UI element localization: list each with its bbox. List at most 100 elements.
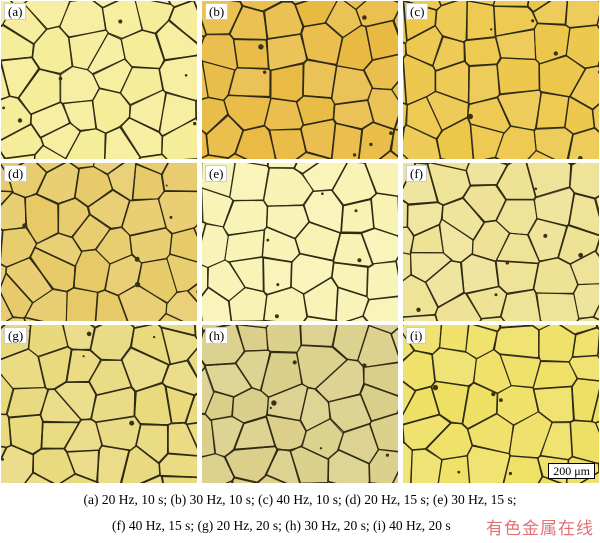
grain	[463, 36, 502, 68]
grain	[302, 315, 338, 321]
grain	[137, 153, 168, 159]
grain	[161, 474, 197, 483]
inclusion	[1, 458, 5, 461]
grain	[502, 455, 543, 483]
grain	[295, 151, 333, 159]
inclusion	[354, 209, 358, 213]
grain	[390, 327, 398, 357]
grain	[564, 1, 599, 29]
micrograph-panel-b: (b)	[201, 0, 399, 160]
grain	[1, 444, 35, 483]
grain	[392, 471, 398, 483]
grain	[158, 452, 197, 479]
inclusion	[319, 447, 323, 450]
inclusion	[2, 106, 5, 110]
panel-label: (d)	[4, 165, 28, 182]
grain	[202, 154, 229, 159]
grain	[395, 256, 398, 277]
inclusion	[490, 28, 493, 31]
inclusion	[467, 113, 473, 120]
grain	[569, 419, 599, 465]
grain-boundaries	[403, 163, 599, 321]
grain-boundaries	[403, 325, 599, 483]
inclusion	[17, 118, 23, 123]
scale-bar: 200 μm	[548, 463, 595, 479]
grain	[293, 163, 320, 175]
grain	[34, 145, 67, 159]
inclusion	[385, 453, 389, 457]
grain	[291, 1, 308, 5]
grain-boundaries	[1, 163, 197, 321]
grain	[369, 412, 398, 453]
grain	[466, 1, 497, 41]
grain	[538, 475, 563, 483]
panel-label: (c)	[406, 3, 429, 20]
grain-boundaries	[403, 1, 599, 159]
inclusion	[508, 471, 512, 476]
caption-line-1: (a) 20 Hz, 10 s; (b) 30 Hz, 10 s; (c) 40…	[83, 492, 517, 507]
inclusion	[543, 233, 548, 238]
panel-label: (b)	[205, 3, 229, 20]
inclusion	[129, 420, 135, 426]
grain	[393, 9, 398, 35]
grain	[366, 260, 398, 301]
grain	[438, 157, 447, 159]
grain	[96, 444, 131, 483]
grain	[526, 1, 552, 13]
grain	[158, 325, 197, 337]
grain	[500, 288, 542, 321]
grain-boundary-network	[1, 163, 197, 321]
inclusion	[28, 330, 31, 333]
inclusion	[534, 187, 538, 191]
inclusion	[86, 331, 92, 337]
grain	[234, 124, 277, 159]
inclusion	[22, 223, 28, 229]
grain	[294, 221, 342, 262]
inclusion	[416, 307, 421, 312]
grain	[3, 153, 36, 159]
grain	[227, 67, 272, 98]
grain	[186, 347, 197, 379]
inclusion	[269, 406, 272, 410]
inclusion	[321, 192, 324, 195]
inclusion	[432, 384, 439, 391]
grain-boundary-network	[202, 325, 398, 483]
grain	[169, 227, 197, 263]
grain	[594, 195, 599, 218]
grain-boundaries	[1, 325, 197, 483]
grain	[186, 422, 197, 449]
grain	[193, 1, 197, 11]
grain	[479, 316, 506, 321]
inclusion	[531, 19, 535, 23]
grain	[65, 128, 107, 159]
grain	[410, 448, 443, 483]
grain-boundaries	[202, 325, 398, 483]
grain	[332, 232, 374, 269]
grain	[160, 163, 197, 193]
grain	[202, 187, 234, 228]
grain	[370, 192, 398, 237]
inclusion	[389, 131, 393, 136]
grain	[535, 91, 570, 130]
grain	[120, 29, 165, 70]
grain	[435, 116, 475, 159]
inclusion	[369, 142, 373, 147]
grain	[167, 1, 197, 45]
caption-line-2: (f) 40 Hz, 15 s; (g) 20 Hz, 20 s; (h) 30…	[112, 518, 451, 533]
grain	[194, 325, 197, 340]
grain	[536, 292, 580, 321]
inclusion	[537, 355, 540, 358]
grain	[202, 264, 209, 297]
grain	[340, 198, 375, 234]
inclusion	[578, 252, 584, 258]
grain	[437, 454, 471, 483]
grain	[232, 38, 270, 70]
grain	[540, 320, 543, 321]
grain-boundaries	[1, 1, 197, 159]
grain	[499, 353, 542, 388]
panel-label: (g)	[4, 327, 28, 344]
inclusion	[118, 19, 123, 24]
inclusion	[505, 261, 510, 265]
inclusion	[362, 363, 367, 368]
grain	[466, 445, 512, 483]
